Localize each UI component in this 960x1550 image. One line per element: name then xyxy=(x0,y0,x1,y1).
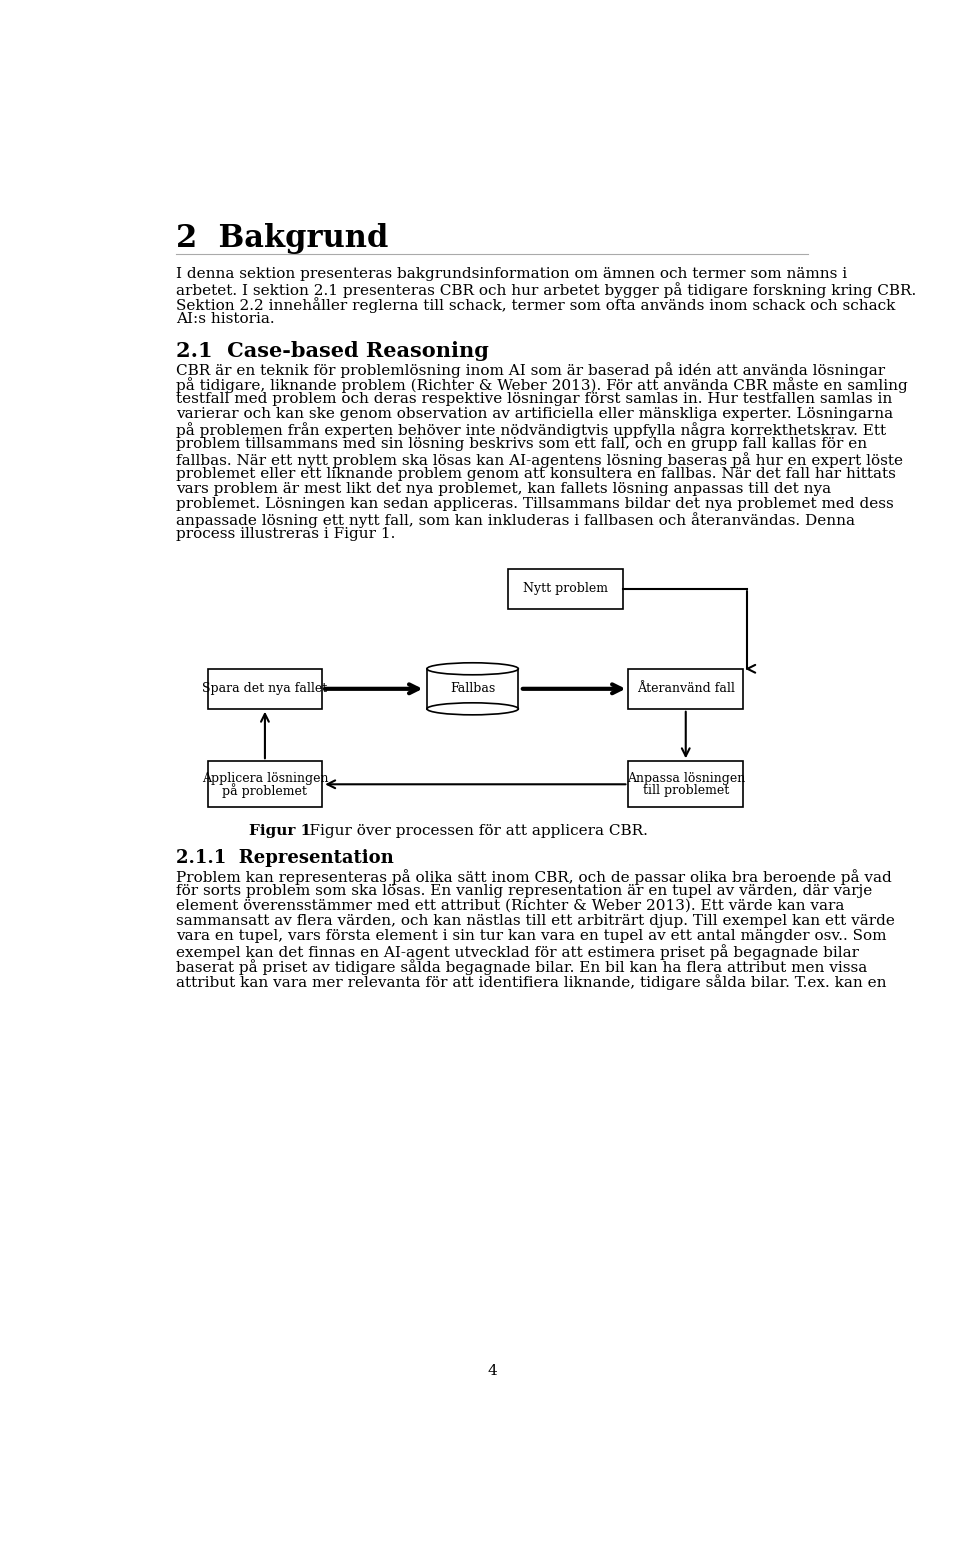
Text: problemet. Lösningen kan sedan appliceras. Tillsammans bildar det nya problemet : problemet. Lösningen kan sedan applicera… xyxy=(176,498,894,512)
Text: Sektion 2.2 innehåller reglerna till schack, termer som ofta används inom schack: Sektion 2.2 innehåller reglerna till sch… xyxy=(176,298,895,313)
Text: attribut kan vara mer relevanta för att identifiera liknande, tidigare sålda bil: attribut kan vara mer relevanta för att … xyxy=(176,973,886,990)
Text: baserat på priset av tidigare sålda begagnade bilar. En bil kan ha flera attribu: baserat på priset av tidigare sålda bega… xyxy=(176,959,867,975)
Text: CBR är en teknik för problemlösning inom AI som är baserad på idén att använda l: CBR är en teknik för problemlösning inom… xyxy=(176,363,885,378)
Text: Spara det nya fallet: Spara det nya fallet xyxy=(203,682,327,696)
Text: Fallbas: Fallbas xyxy=(450,682,495,696)
Text: på problemen från experten behöver inte nödvändigtvis uppfylla några korrekthets: på problemen från experten behöver inte … xyxy=(176,423,886,439)
Text: Figur över processen för att applicera CBR.: Figur över processen för att applicera C… xyxy=(290,825,648,839)
Text: problemet eller ett liknande problem genom att konsultera en fallbas. När det fa: problemet eller ett liknande problem gen… xyxy=(176,468,896,482)
Text: på problemet: på problemet xyxy=(223,783,307,798)
Bar xyxy=(207,668,323,708)
Text: 4: 4 xyxy=(487,1364,497,1378)
Text: vars problem är mest likt det nya problemet, kan fallets lösning anpassas till d: vars problem är mest likt det nya proble… xyxy=(176,482,831,496)
Text: AI:s historia.: AI:s historia. xyxy=(176,312,275,326)
Text: Återanvänd fall: Återanvänd fall xyxy=(636,682,734,696)
Text: vara en tupel, vars första element i sin tur kan vara en tupel av ett antal mäng: vara en tupel, vars första element i sin… xyxy=(176,928,886,942)
Text: på tidigare, liknande problem (Richter & Weber 2013). För att använda CBR måste : på tidigare, liknande problem (Richter &… xyxy=(176,377,907,394)
Text: anpassade lösning ett nytt fall, som kan inkluderas i fallbasen och återanvändas: anpassade lösning ett nytt fall, som kan… xyxy=(176,513,854,529)
Text: arbetet. I sektion 2.1 presenteras CBR och hur arbetet bygger på tidigare forskn: arbetet. I sektion 2.1 presenteras CBR o… xyxy=(176,282,916,298)
Text: till problemet: till problemet xyxy=(642,784,729,797)
Text: Anpassa lösningen: Anpassa lösningen xyxy=(627,772,745,786)
Text: testfall med problem och deras respektive lösningar först samlas in. Hur testfal: testfall med problem och deras respektiv… xyxy=(176,392,892,406)
Text: Figur 1: Figur 1 xyxy=(250,825,312,839)
Ellipse shape xyxy=(427,702,518,715)
Bar xyxy=(629,761,743,808)
Text: I denna sektion presenteras bakgrundsinformation om ämnen och termer som nämns i: I denna sektion presenteras bakgrundsinf… xyxy=(176,267,847,281)
Text: 2.1  Case-based Reasoning: 2.1 Case-based Reasoning xyxy=(176,341,489,361)
Text: element överensstämmer med ett attribut (Richter & Weber 2013). Ett värde kan va: element överensstämmer med ett attribut … xyxy=(176,899,844,913)
Text: 2.1.1  Representation: 2.1.1 Representation xyxy=(176,849,394,866)
Ellipse shape xyxy=(427,663,518,674)
Text: fallbas. När ett nytt problem ska lösas kan AI-agentens lösning baseras på hur e: fallbas. När ett nytt problem ska lösas … xyxy=(176,453,902,468)
Text: för sorts problem som ska lösas. En vanlig representation är en tupel av värden,: för sorts problem som ska lösas. En vanl… xyxy=(176,883,872,897)
Bar xyxy=(207,761,323,808)
Text: varierar och kan ske genom observation av artificiella eller mänskliga experter.: varierar och kan ske genom observation a… xyxy=(176,408,893,422)
Text: Problem kan representeras på olika sätt inom CBR, och de passar olika bra beroen: Problem kan representeras på olika sätt … xyxy=(176,870,892,885)
Bar xyxy=(508,569,623,609)
Text: sammansatt av flera värden, och kan nästlas till ett arbiträrt djup. Till exempe: sammansatt av flera värden, och kan näst… xyxy=(176,914,895,928)
Text: problem tillsammans med sin lösning beskrivs som ett fall, och en grupp fall kal: problem tillsammans med sin lösning besk… xyxy=(176,437,867,451)
Text: process illustreras i Figur 1.: process illustreras i Figur 1. xyxy=(176,527,396,541)
Bar xyxy=(629,668,743,708)
Bar xyxy=(427,668,518,708)
Text: Nytt problem: Nytt problem xyxy=(523,583,608,595)
Text: 2  Bakgrund: 2 Bakgrund xyxy=(176,223,388,254)
Text: Applicera lösningen: Applicera lösningen xyxy=(202,772,328,786)
Text: exempel kan det finnas en AI-agent utvecklad för att estimera priset på begagnad: exempel kan det finnas en AI-agent utvec… xyxy=(176,944,859,959)
